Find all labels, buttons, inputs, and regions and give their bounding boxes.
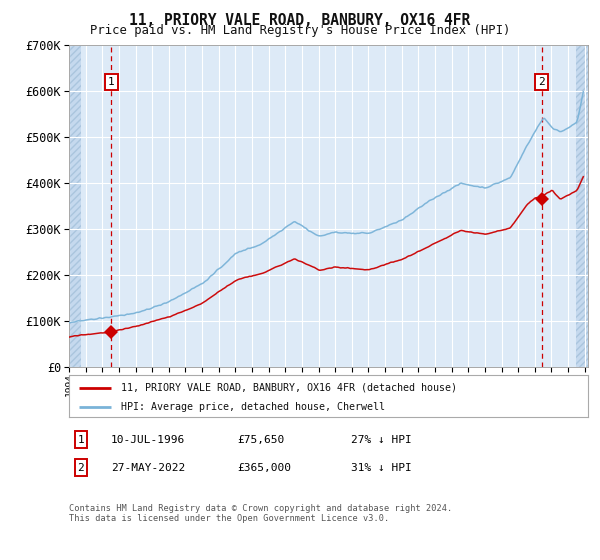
Text: 11, PRIORY VALE ROAD, BANBURY, OX16 4FR: 11, PRIORY VALE ROAD, BANBURY, OX16 4FR	[130, 13, 470, 28]
Text: 2: 2	[77, 463, 85, 473]
Text: 27% ↓ HPI: 27% ↓ HPI	[351, 435, 412, 445]
Text: 11, PRIORY VALE ROAD, BANBURY, OX16 4FR (detached house): 11, PRIORY VALE ROAD, BANBURY, OX16 4FR …	[121, 383, 457, 393]
Text: £75,650: £75,650	[237, 435, 284, 445]
Text: 27-MAY-2022: 27-MAY-2022	[111, 463, 185, 473]
Bar	[69, 45, 82, 367]
Text: 31% ↓ HPI: 31% ↓ HPI	[351, 463, 412, 473]
Text: 10-JUL-1996: 10-JUL-1996	[111, 435, 185, 445]
Text: HPI: Average price, detached house, Cherwell: HPI: Average price, detached house, Cher…	[121, 402, 385, 412]
Bar	[577, 45, 588, 367]
Text: 2: 2	[538, 77, 545, 87]
Text: Contains HM Land Registry data © Crown copyright and database right 2024.
This d: Contains HM Land Registry data © Crown c…	[69, 504, 452, 524]
Text: £365,000: £365,000	[237, 463, 291, 473]
Text: 1: 1	[77, 435, 85, 445]
Text: 1: 1	[108, 77, 115, 87]
Text: Price paid vs. HM Land Registry's House Price Index (HPI): Price paid vs. HM Land Registry's House …	[90, 24, 510, 37]
